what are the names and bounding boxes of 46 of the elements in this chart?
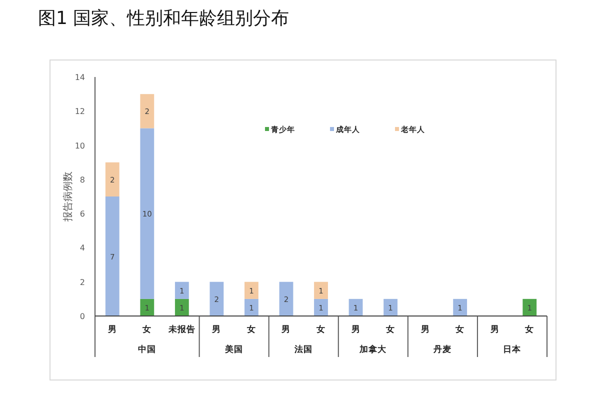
text: 日本 (503, 344, 522, 355)
bar (244, 282, 258, 299)
text: 加拿大 (358, 344, 388, 355)
x-tick-label: 未报告 (167, 324, 196, 335)
bar (140, 94, 154, 128)
x-tick-label: 男 (106, 324, 117, 335)
x-tick-label: 女 (524, 324, 534, 335)
bar (244, 298, 258, 316)
bar (453, 298, 468, 316)
y-axis-title: 报告病例数 (62, 172, 74, 222)
bar (174, 298, 189, 316)
y-tick-label: 2 (80, 278, 85, 287)
y-tick-label: 0 (80, 312, 85, 321)
x-tick-label: 女 (385, 324, 396, 335)
x-tick-label: 女 (316, 324, 326, 335)
bar (314, 282, 328, 299)
x-tick-label: 男 (211, 324, 222, 335)
x-tick-label: 女 (454, 324, 465, 335)
text: 中国 (138, 344, 156, 355)
x-tick-label: 女 (246, 324, 256, 335)
bar (314, 298, 328, 316)
bar (210, 282, 224, 316)
text: 丹麦 (432, 344, 452, 355)
y-tick-label: 14 (74, 73, 85, 82)
y-tick-label: 12 (74, 107, 85, 116)
bar (105, 196, 120, 316)
x-tick-label: 女 (142, 324, 152, 335)
y-tick-label: 8 (80, 175, 85, 184)
y-tick-label: 6 (80, 210, 85, 219)
chart-title: 图1 国家、性别和年龄组别分布 (38, 8, 290, 29)
x-tick-label: 男 (280, 324, 291, 335)
bar (522, 298, 537, 316)
text: 美国 (224, 344, 244, 355)
y-tick-label: 10 (74, 141, 85, 150)
bar (174, 282, 189, 299)
y-tick-label: 4 (80, 244, 85, 253)
bar (105, 162, 120, 196)
bar (279, 282, 294, 316)
x-tick-label: 男 (420, 324, 430, 335)
bar (140, 298, 154, 316)
x-tick-label: 男 (350, 324, 360, 335)
bar (140, 128, 154, 299)
text: 法国 (294, 344, 313, 355)
x-tick-label: 男 (489, 324, 500, 335)
bar (384, 298, 398, 316)
bar (348, 298, 363, 316)
